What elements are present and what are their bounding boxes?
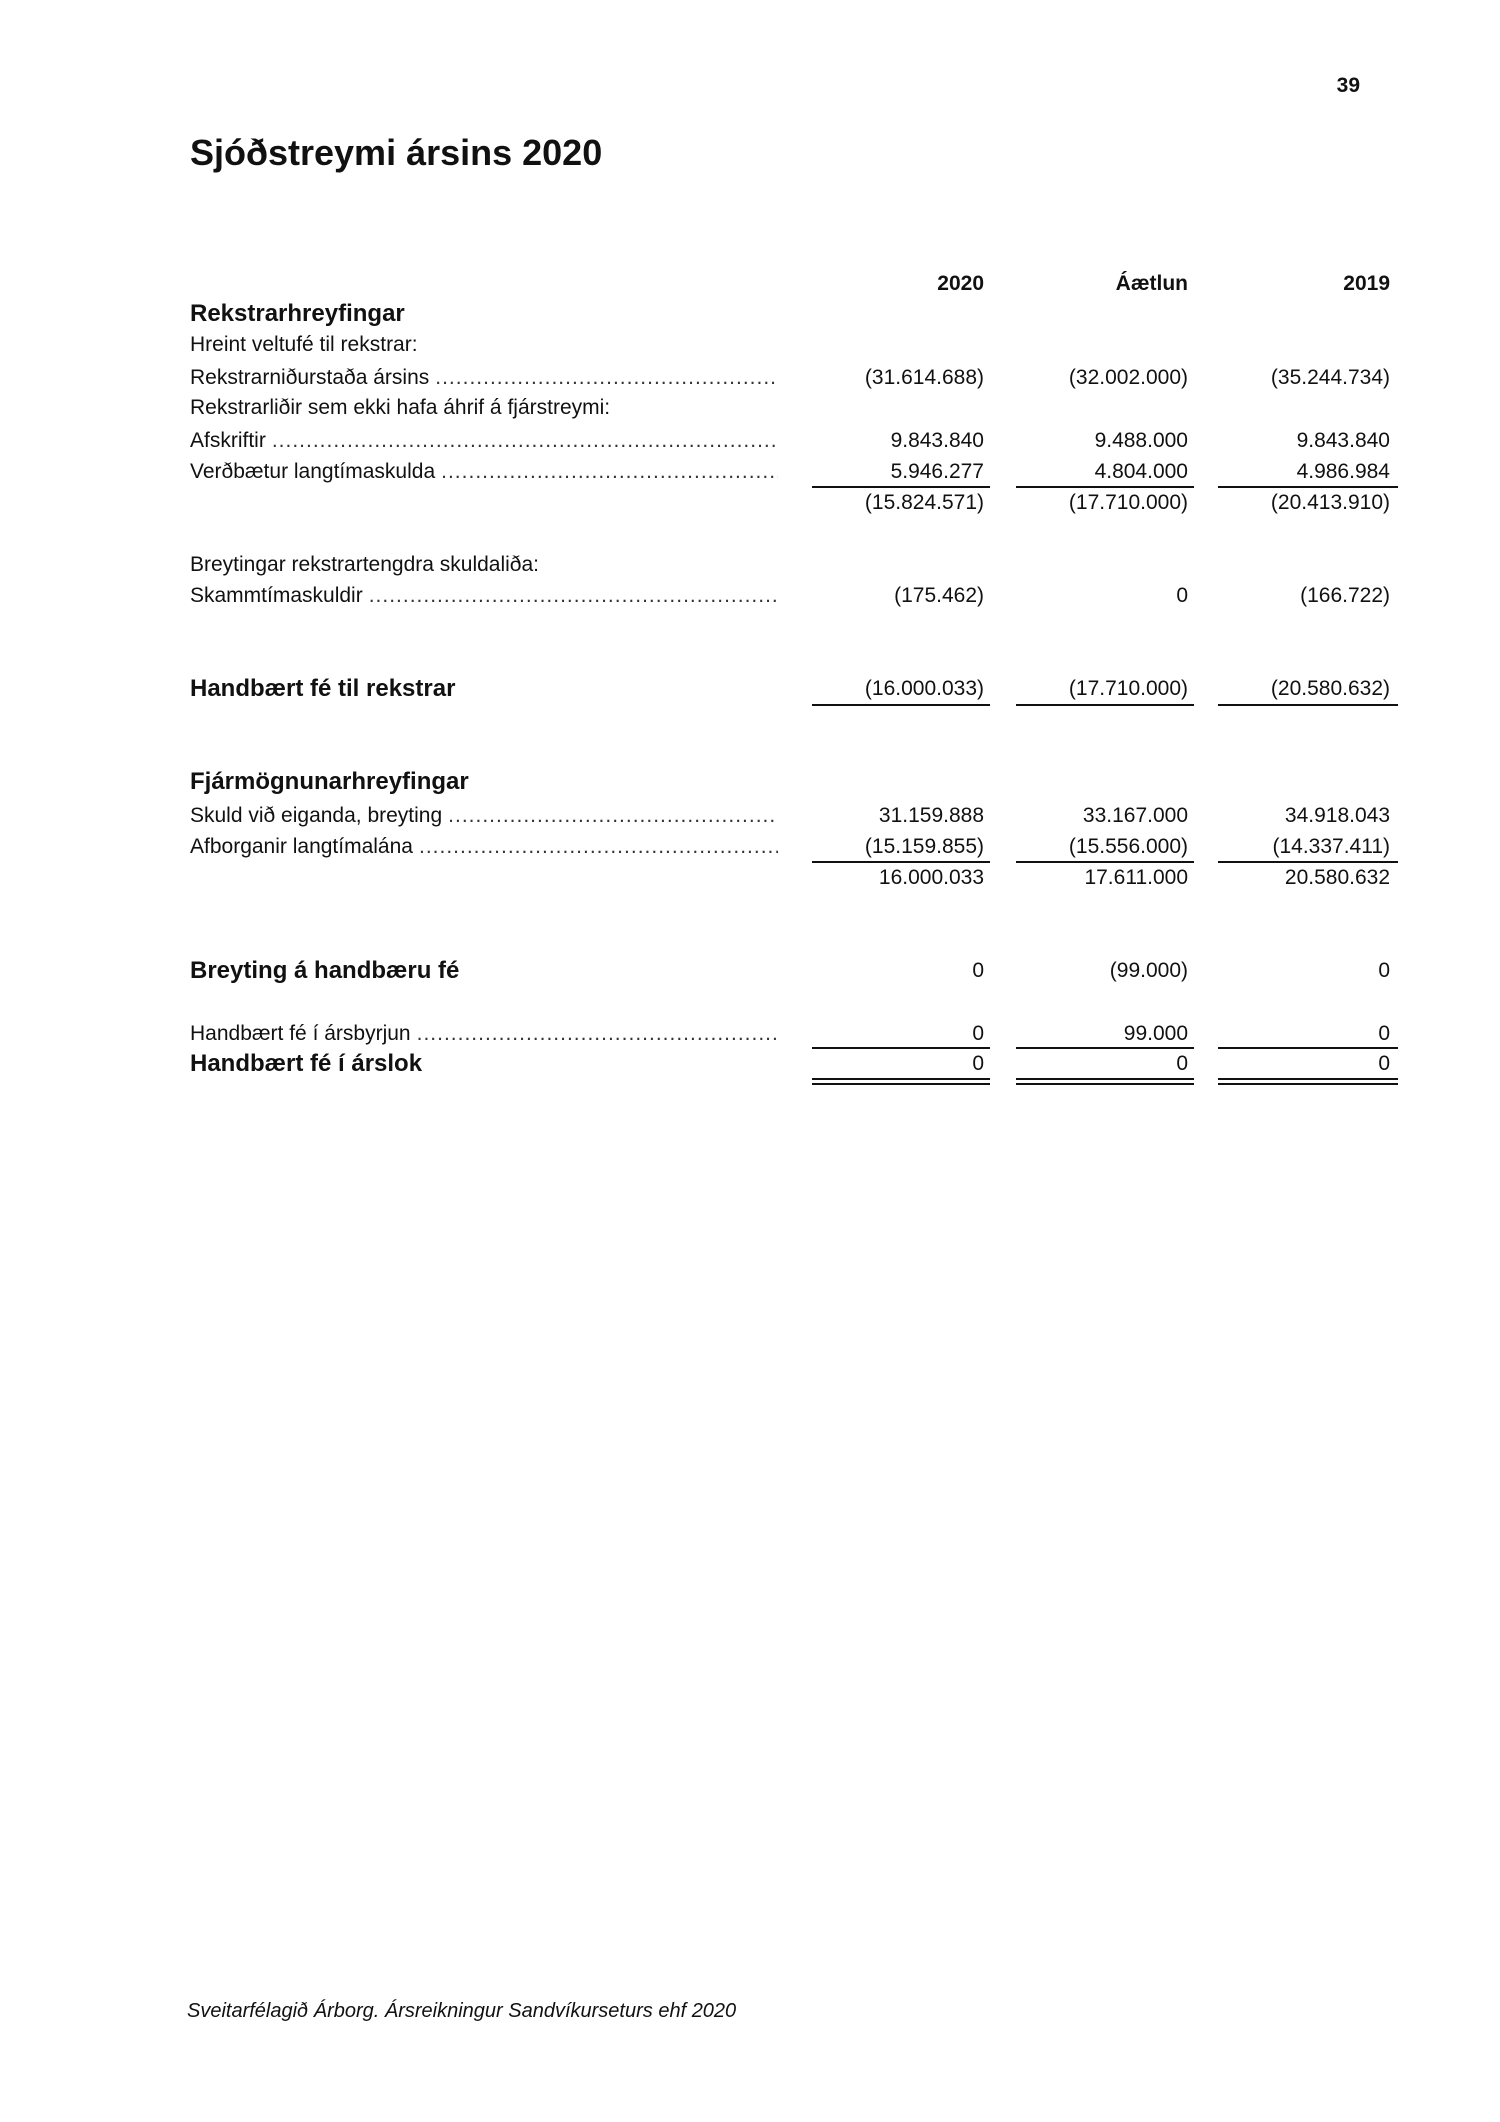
value-2020: (15.824.571) xyxy=(864,491,984,514)
value-2019: (166.722) xyxy=(1300,584,1390,607)
value-2020: 5.946.277 xyxy=(890,460,984,483)
table-row: Afskriftir 9.843.840 9.488.000 9.843.840 xyxy=(190,427,1400,455)
column-header-2019: 2019 xyxy=(1343,272,1390,295)
table-row: Verðbætur langtímaskulda 5.946.277 4.804… xyxy=(190,458,1400,486)
double-rule xyxy=(1016,1083,1194,1085)
value-2020: (175.462) xyxy=(894,584,984,607)
table-row: Skammtímaskuldir (175.462) 0 (166.722) xyxy=(190,582,1400,610)
value-budget: 17.611.000 xyxy=(1084,866,1188,889)
column-header-budget: Áætlun xyxy=(1115,272,1188,295)
footer: Sveitarfélagið Árborg. Ársreikningur San… xyxy=(187,2000,737,2022)
rule xyxy=(1016,1047,1194,1049)
value-2020: (16.000.033) xyxy=(864,677,984,700)
rule xyxy=(1218,486,1398,488)
rule xyxy=(1218,861,1398,863)
value-budget: 99.000 xyxy=(1123,1022,1188,1045)
value-2020: 0 xyxy=(972,959,984,982)
total-row: Handbært fé í árslok 0 0 0 xyxy=(190,1050,1400,1078)
double-rule xyxy=(812,1078,990,1080)
subheading: Breytingar rekstrartengdra skuldaliða: xyxy=(190,553,540,576)
double-rule xyxy=(1016,1078,1194,1080)
value-2020: (15.159.855) xyxy=(864,835,984,858)
total-row: Breyting á handbæru fé 0 (99.000) 0 xyxy=(190,957,1400,985)
rule xyxy=(1218,704,1398,706)
rule xyxy=(812,704,990,706)
value-budget: (17.710.000) xyxy=(1068,677,1188,700)
rule xyxy=(812,1047,990,1049)
value-budget: (17.710.000) xyxy=(1068,491,1188,514)
rule xyxy=(1016,861,1194,863)
subheading: Rekstrarliðir sem ekki hafa áhrif á fjár… xyxy=(190,396,611,419)
value-budget: (32.002.000) xyxy=(1068,366,1188,389)
value-2020: 0 xyxy=(972,1022,984,1045)
column-header-2020: 2020 xyxy=(937,272,984,295)
subheading: Hreint veltufé til rekstrar: xyxy=(190,333,418,356)
page-number: 39 xyxy=(1336,74,1360,97)
value-budget: 9.488.000 xyxy=(1094,429,1188,452)
table-row: Skuld við eiganda, breyting 31.159.888 3… xyxy=(190,802,1400,830)
value-budget: 0 xyxy=(1176,1052,1188,1075)
section-heading-financing: Fjármögnunarhreyfingar xyxy=(190,768,469,795)
subtotal-row: (15.824.571) (17.710.000) (20.413.910) xyxy=(190,489,1400,517)
row-label: Skammtímaskuldir xyxy=(190,584,363,607)
value-budget: 4.804.000 xyxy=(1094,460,1188,483)
value-2019: (14.337.411) xyxy=(1272,835,1390,858)
value-budget: (99.000) xyxy=(1109,959,1188,982)
row-label: Verðbætur langtímaskulda xyxy=(190,460,436,483)
rule xyxy=(1218,1047,1398,1049)
value-2019: 34.918.043 xyxy=(1284,804,1390,827)
value-2019: 0 xyxy=(1378,1022,1390,1045)
row-label: Breyting á handbæru fé xyxy=(190,957,460,984)
page-title: Sjóðstreymi ársins 2020 xyxy=(190,132,603,173)
value-budget: 0 xyxy=(1176,584,1188,607)
rule xyxy=(812,486,990,488)
rule xyxy=(1016,704,1194,706)
table-row: Afborganir langtímalána (15.159.855) (15… xyxy=(190,833,1400,861)
value-2020: 0 xyxy=(972,1052,984,1075)
value-2019: 0 xyxy=(1378,1052,1390,1075)
value-2020: 31.159.888 xyxy=(878,804,984,827)
value-2020: (31.614.688) xyxy=(864,366,984,389)
double-rule xyxy=(1218,1083,1398,1085)
row-label: Handbært fé í árslok xyxy=(190,1050,423,1077)
row-label: Rekstrarniðurstaða ársins xyxy=(190,366,430,389)
rule xyxy=(812,861,990,863)
section-heading-operations: Rekstrarhreyfingar xyxy=(190,300,405,327)
table-row: Handbært fé í ársbyrjun 0 99.000 0 xyxy=(190,1020,1400,1048)
total-row: Handbært fé til rekstrar (16.000.033) (1… xyxy=(190,675,1400,703)
value-2019: (20.580.632) xyxy=(1270,677,1390,700)
value-2019: (20.413.910) xyxy=(1270,491,1390,514)
row-label: Handbært fé til rekstrar xyxy=(190,675,456,702)
rule xyxy=(1016,486,1194,488)
value-2020: 9.843.840 xyxy=(890,429,984,452)
value-2019: 0 xyxy=(1378,959,1390,982)
subtotal-row: 16.000.033 17.611.000 20.580.632 xyxy=(190,864,1400,892)
value-2019: 20.580.632 xyxy=(1284,866,1390,889)
double-rule xyxy=(1218,1078,1398,1080)
value-2020: 16.000.033 xyxy=(878,866,984,889)
row-label: Afskriftir xyxy=(190,429,266,452)
value-2019: (35.244.734) xyxy=(1270,366,1390,389)
row-label: Skuld við eiganda, breyting xyxy=(190,804,443,827)
value-budget: (15.556.000) xyxy=(1068,835,1188,858)
double-rule xyxy=(812,1083,990,1085)
value-2019: 4.986.984 xyxy=(1296,460,1390,483)
column-headers: 2020 Áætlun 2019 xyxy=(190,270,1400,298)
table-row: Rekstrarniðurstaða ársins (31.614.688) (… xyxy=(190,364,1400,392)
row-label: Afborganir langtímalána xyxy=(190,835,413,858)
value-2019: 9.843.840 xyxy=(1296,429,1390,452)
row-label: Handbært fé í ársbyrjun xyxy=(190,1022,411,1045)
value-budget: 33.167.000 xyxy=(1082,804,1188,827)
